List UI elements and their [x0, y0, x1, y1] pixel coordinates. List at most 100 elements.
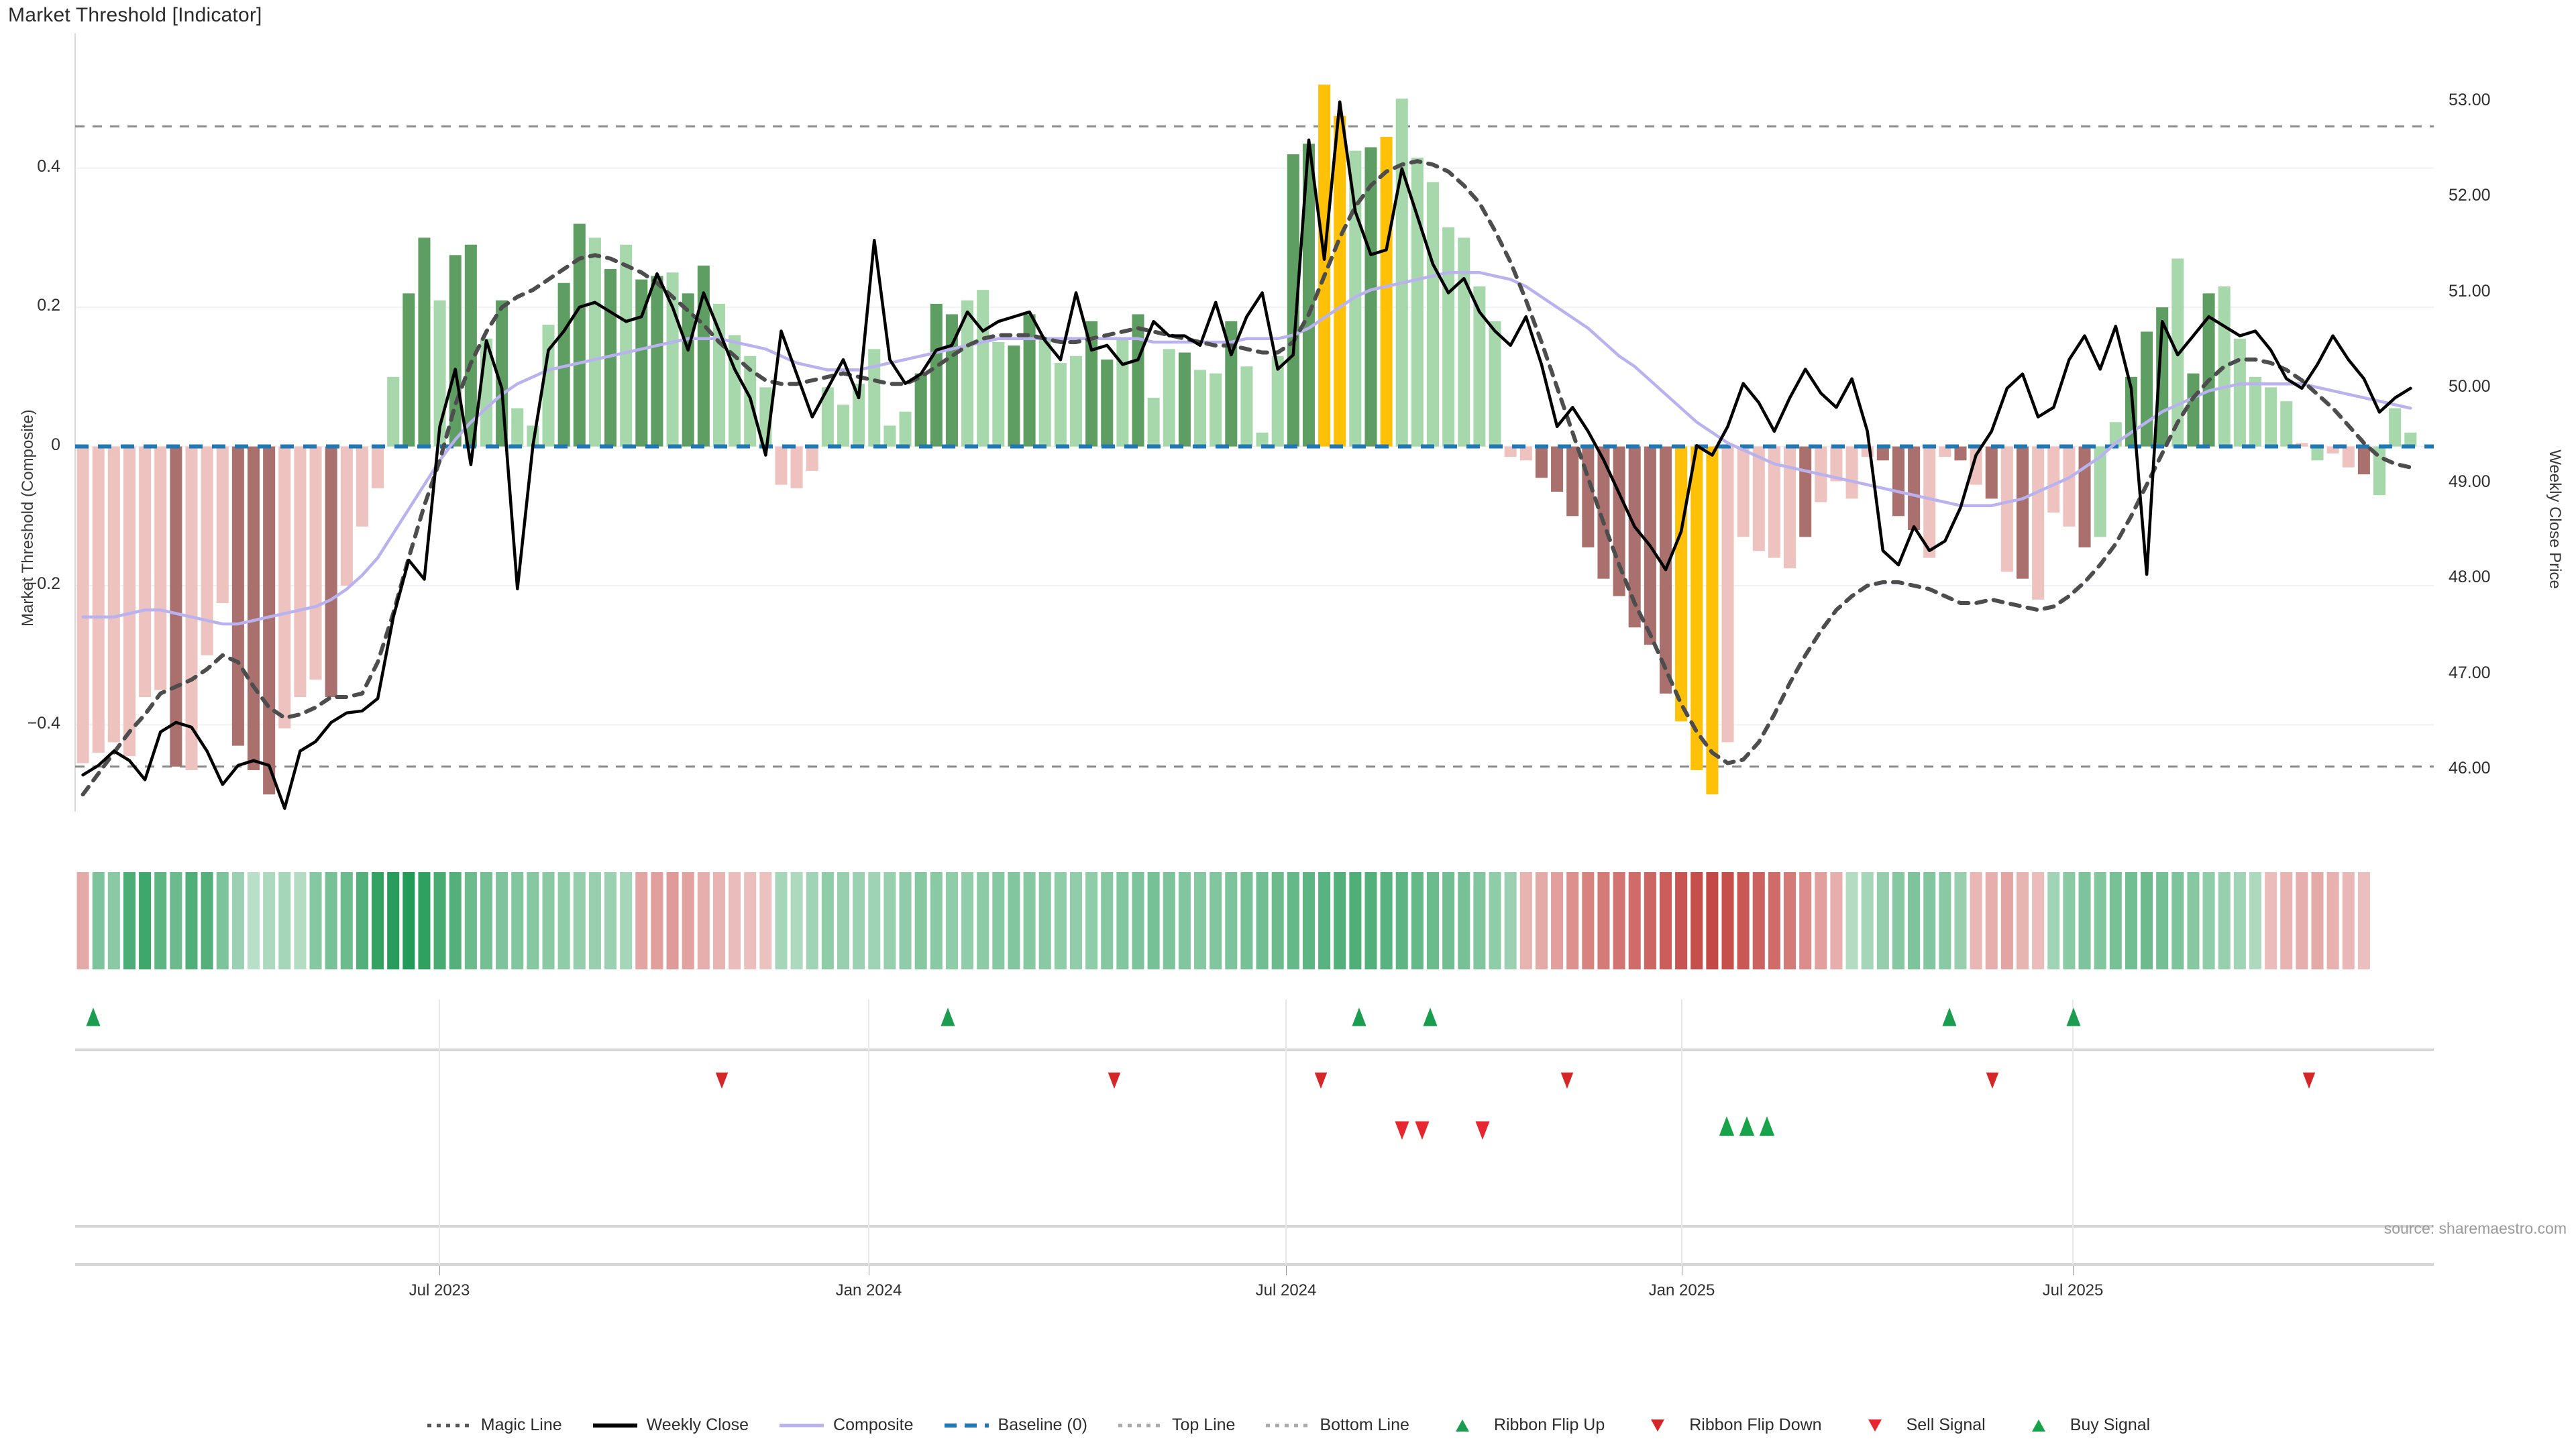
ribbon-flip-down-marker	[1560, 1072, 1574, 1089]
threshold-bar	[372, 446, 384, 488]
threshold-bar	[2016, 446, 2029, 579]
ribbon-cell	[1535, 872, 1548, 969]
threshold-bar	[1023, 314, 1036, 447]
ribbon-cell	[123, 872, 136, 969]
legend-item-top-line[interactable]: Top Line	[1117, 1415, 1235, 1435]
ribbon-cell	[1489, 872, 1501, 969]
ribbon-cell	[759, 872, 772, 969]
legend-item-ribbon-flip-up[interactable]: Ribbon Flip Up	[1439, 1415, 1605, 1435]
ribbon-cell	[635, 872, 648, 969]
ribbon-cell	[2078, 872, 2091, 969]
legend-item-baseline-0[interactable]: Baseline (0)	[943, 1415, 1087, 1435]
ribbon-cell	[1395, 872, 1408, 969]
threshold-bar	[201, 446, 213, 655]
ribbon-strip	[76, 872, 2370, 969]
threshold-bar	[1768, 446, 1780, 558]
ribbon-cell	[1675, 872, 1688, 969]
down-triangle-icon	[1634, 1418, 1681, 1433]
ribbon-cell	[1892, 872, 1904, 969]
ribbon-cell	[464, 872, 477, 969]
y-axis-right-tick: 50.00	[2449, 376, 2491, 396]
threshold-bar	[1458, 237, 1470, 447]
ribbon-cell	[402, 872, 415, 969]
threshold-bar	[2078, 446, 2091, 547]
threshold-bar	[635, 279, 648, 447]
ribbon-cell	[1380, 872, 1393, 969]
threshold-bar	[1038, 338, 1051, 447]
threshold-bar	[511, 408, 524, 447]
legend-item-bottom-line[interactable]: Bottom Line	[1265, 1415, 1409, 1435]
threshold-bar	[1706, 446, 1719, 795]
ribbon-cell	[775, 872, 788, 969]
ribbon-cell	[1054, 872, 1067, 969]
x-axis-tick-label: Jul 2023	[409, 1281, 470, 1299]
ribbon-flip-down-marker	[1108, 1072, 1121, 1089]
ribbon-cell	[294, 872, 307, 969]
buy-signal-marker	[1739, 1116, 1755, 1136]
dotted-line-icon	[1265, 1418, 1311, 1433]
sell-signal-marker	[1415, 1121, 1430, 1140]
ribbon-cell	[2016, 872, 2029, 969]
ribbon-cell	[1364, 872, 1377, 969]
ribbon-flip-down-marker	[1314, 1072, 1328, 1089]
ribbon-cell	[977, 872, 989, 969]
threshold-bar	[1395, 98, 1408, 447]
threshold-bar	[1334, 115, 1346, 447]
threshold-bar	[542, 325, 555, 447]
threshold-bar	[1566, 446, 1579, 517]
threshold-bar	[1939, 446, 1951, 458]
ribbon-cell	[356, 872, 368, 969]
threshold-bar	[2063, 446, 2076, 527]
x-axis-tick-label: Jan 2024	[835, 1281, 902, 1299]
ribbon-cell	[2141, 872, 2153, 969]
threshold-bar	[2389, 408, 2402, 447]
up-triangle-icon	[2015, 1418, 2062, 1433]
ribbon-cell	[1023, 872, 1036, 969]
legend-item-buy-signal[interactable]: Buy Signal	[2015, 1415, 2150, 1435]
threshold-bar	[992, 341, 1005, 447]
threshold-bar	[620, 244, 633, 447]
threshold-bar	[1069, 356, 1083, 447]
ribbon-cell	[2187, 872, 2200, 969]
composite-line	[81, 270, 2412, 626]
ribbon-cell	[1690, 872, 1703, 969]
threshold-bar	[1675, 446, 1688, 722]
ribbon-cell	[1861, 872, 1874, 969]
ribbon-cell	[853, 872, 865, 969]
threshold-bar	[2342, 446, 2355, 468]
ribbon-cell	[1954, 872, 1967, 969]
ribbon-cell	[1923, 872, 1936, 969]
ribbon-cell	[1178, 872, 1191, 969]
x-axis-tick-label: Jul 2024	[1255, 1281, 1317, 1299]
ribbon-cell	[1876, 872, 1889, 969]
threshold-bar	[1784, 446, 1796, 569]
threshold-bar	[1954, 446, 1967, 461]
threshold-bar	[107, 446, 120, 743]
ribbon-cell	[1706, 872, 1719, 969]
legend-item-ribbon-flip-down[interactable]: Ribbon Flip Down	[1634, 1415, 1822, 1435]
legend-item-composite[interactable]: Composite	[778, 1415, 914, 1435]
ribbon-cell	[1845, 872, 1858, 969]
legend-item-sell-signal[interactable]: Sell Signal	[1851, 1415, 1986, 1435]
ribbon-cell	[1628, 872, 1641, 969]
threshold-bar	[1535, 446, 1548, 478]
ribbon-cell	[247, 872, 260, 969]
solid-line-icon	[778, 1418, 825, 1433]
threshold-bar	[1876, 446, 1889, 461]
threshold-bar	[1721, 446, 1734, 743]
threshold-bar	[790, 446, 803, 488]
threshold-bar	[1302, 144, 1315, 447]
legend-label: Ribbon Flip Down	[1689, 1415, 1822, 1434]
ribbon-cell	[1566, 872, 1579, 969]
ribbon-cell	[588, 872, 601, 969]
weekly-close-line	[81, 100, 2412, 810]
y-axis-right-tick: 46.00	[2449, 759, 2491, 778]
threshold-bar	[1628, 446, 1641, 628]
threshold-bar	[1799, 446, 1812, 537]
legend-item-magic-line[interactable]: Magic Line	[426, 1415, 562, 1435]
ribbon-cell	[666, 872, 679, 969]
legend-item-weekly-close[interactable]: Weekly Close	[592, 1415, 749, 1435]
threshold-bar	[1489, 321, 1501, 447]
ribbon-cell	[449, 872, 462, 969]
